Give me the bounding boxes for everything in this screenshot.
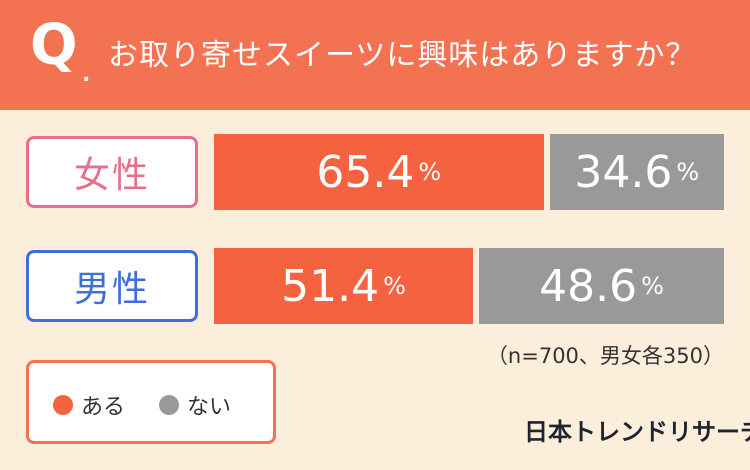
legend-item-aru: ある [53, 389, 125, 421]
bar-female-aru: 65.4% [214, 134, 544, 210]
legend-label-nai: ない [187, 395, 232, 420]
percent-sign: % [676, 158, 700, 186]
category-label-female: 女性 [26, 136, 198, 208]
sample-note: （n=700、男女各350） [486, 344, 724, 368]
q-dot: . [82, 62, 91, 87]
percent-sign: % [383, 272, 406, 300]
bar-female-nai: 34.6% [549, 134, 724, 210]
legend: ある ない [26, 360, 276, 444]
value-label-male-aru: 51.4 [281, 260, 380, 312]
value-label-female-nai: 34.6 [574, 146, 673, 198]
percent-sign: % [641, 272, 664, 300]
value-label-female-aru: 65.4 [316, 146, 415, 198]
value-label-male-nai: 48.6 [539, 260, 638, 312]
percent-sign: % [418, 158, 442, 186]
question-header: Q . お取り寄せスイーツに興味はありますか？ [0, 0, 750, 110]
category-label-male: 男性 [26, 250, 198, 322]
legend-label-aru: ある [81, 395, 126, 420]
legend-item-nai: ない [159, 389, 231, 421]
q-mark: Q [30, 13, 78, 78]
brand-logo: 日本トレンドリサーチ [524, 418, 750, 446]
question-text: お取り寄せスイーツに興味はありますか？ [108, 38, 697, 73]
bar-male-nai: 48.6% [479, 248, 724, 324]
legend-dot-nai [159, 395, 179, 415]
legend-dot-aru [53, 395, 73, 415]
bar-male-aru: 51.4% [214, 248, 474, 324]
